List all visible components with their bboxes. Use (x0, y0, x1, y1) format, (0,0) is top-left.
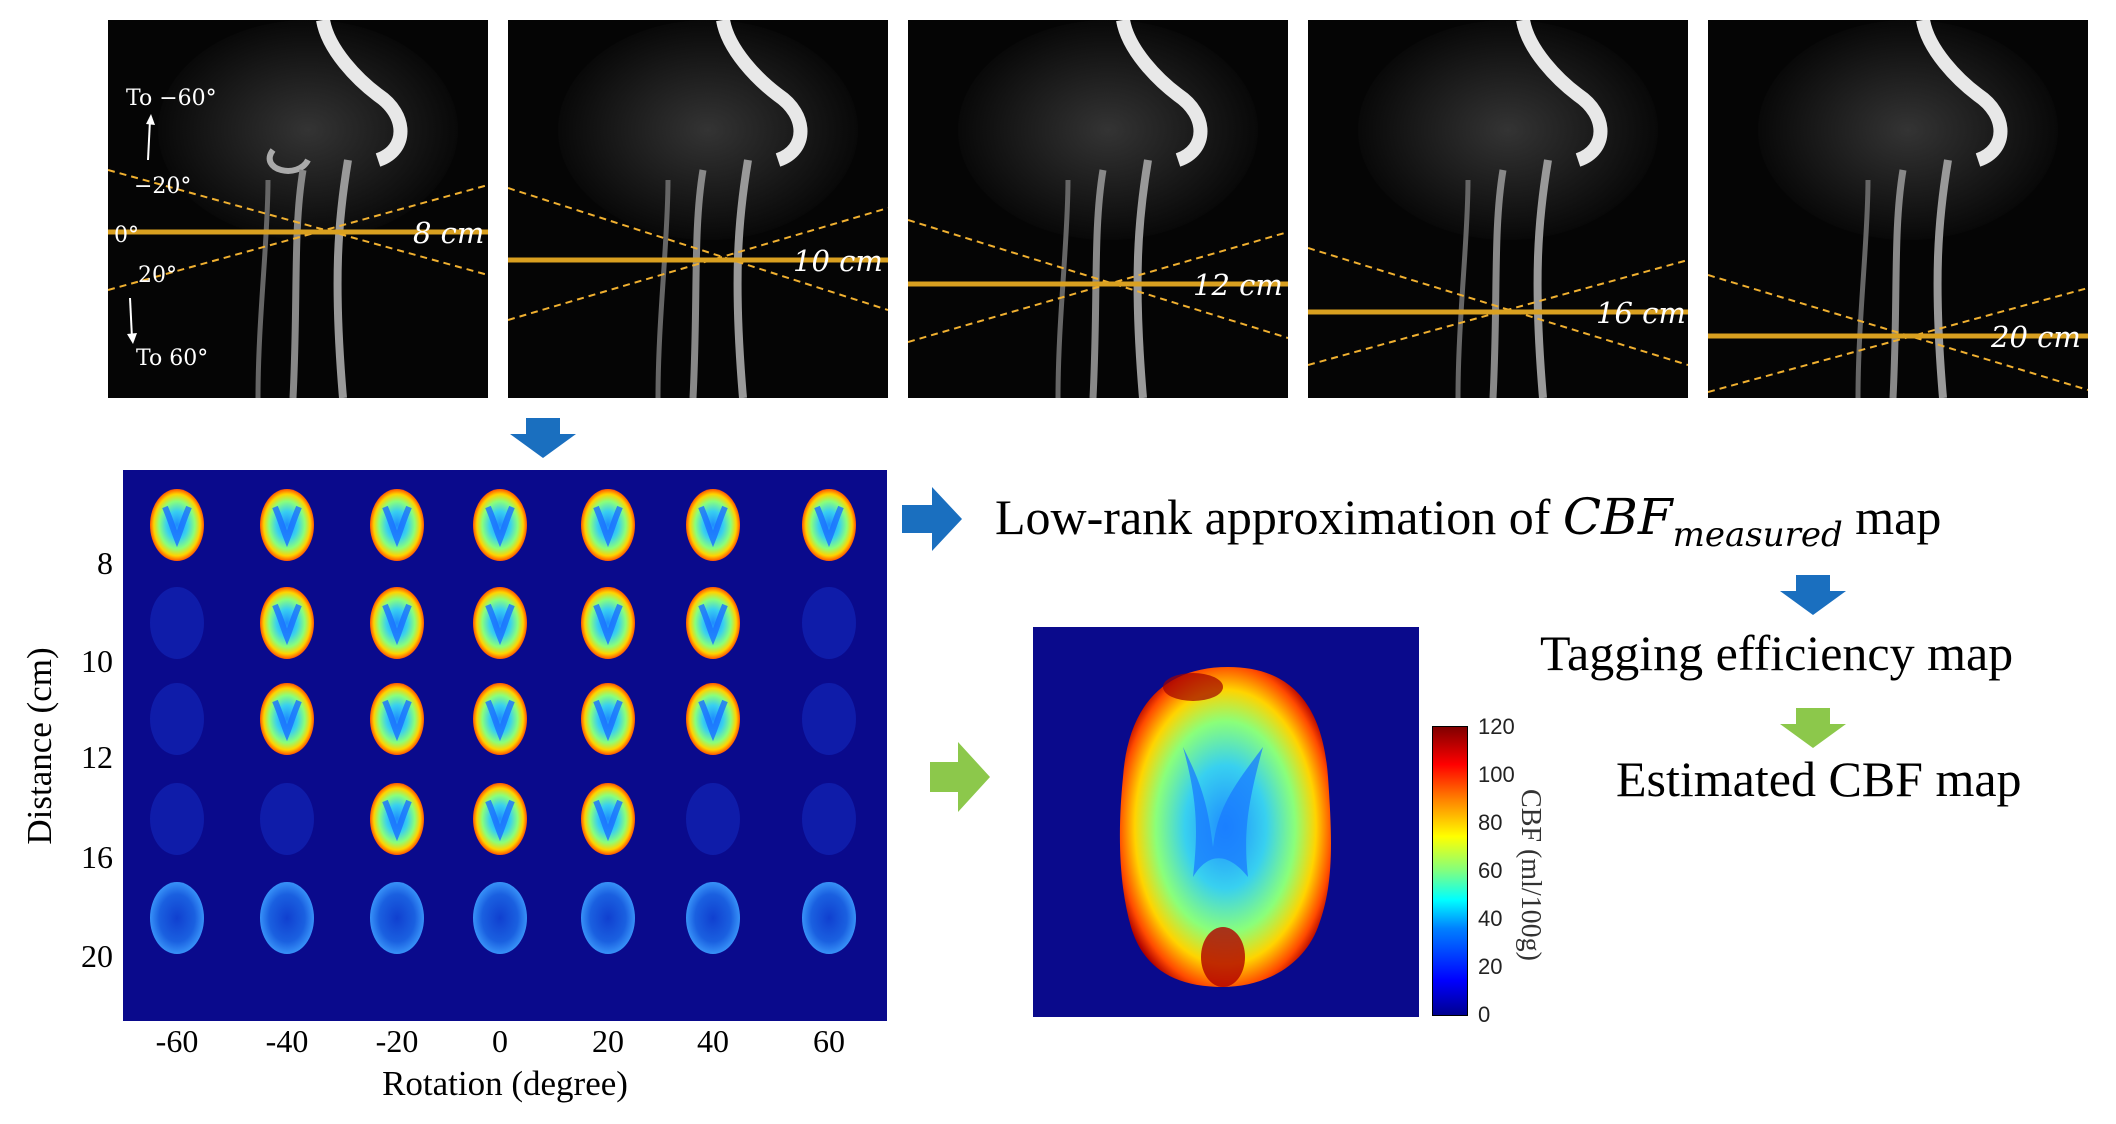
distance-label: 16 cm (1596, 296, 1686, 330)
brain-slice-d8-r20 (581, 489, 635, 561)
distance-label: 10 cm (793, 244, 883, 278)
colorbar-tick: 120 (1478, 714, 1515, 739)
x-tick-label: -20 (375, 1023, 419, 1059)
brain-slice-d20-r60 (802, 882, 856, 954)
brain-slice-d8-r-20 (370, 489, 424, 561)
x-tick-label: -40 (265, 1023, 309, 1059)
brain-slice-d8-r-40 (260, 489, 314, 561)
brain-slice-d16-r60 (802, 783, 856, 855)
brain-slice-d8-r0 (473, 489, 527, 561)
brain-slice-d12-r40 (686, 683, 740, 755)
cbf-colorbar (1432, 726, 1468, 1016)
angle-label-zero: 0° (114, 223, 139, 248)
mra-panel-5: 20 cm (1708, 20, 2088, 398)
brain-slice-d10-r-20 (370, 587, 424, 659)
brain-slice-d8-r-60 (150, 489, 204, 561)
brain-slice-d12-r20 (581, 683, 635, 755)
y-tick-label: 12 (81, 739, 113, 775)
brain-slice-d20-r-60 (150, 882, 204, 954)
mra-panel-3: 12 cm (908, 20, 1288, 398)
mra-panel-4: 16 cm (1308, 20, 1688, 398)
y-tick-label: 20 (81, 938, 113, 974)
x-axis-title: Rotation (degree) (382, 1064, 628, 1103)
brain-slice-d12-r-40 (260, 683, 314, 755)
angle-label-to-plus60: To 60° (136, 346, 209, 371)
brain-slice-d20-r-20 (370, 882, 424, 954)
x-tick-label: -60 (155, 1023, 199, 1059)
flow-step-tagging: Tagging efficiency map (1540, 625, 2014, 681)
brain-slice-d10-r0 (473, 587, 527, 659)
flow-step-low-rank-suffix: map (1842, 489, 1942, 545)
brain-slice-d12-r-60 (150, 683, 204, 755)
brain-slice-d8-r40 (686, 489, 740, 561)
brain-slice-d12-r60 (802, 683, 856, 755)
brain-slice-d10-r40 (686, 587, 740, 659)
colorbar-tick: 0 (1478, 1002, 1491, 1027)
colorbar-tick: 40 (1478, 906, 1503, 931)
brain-slice-d10-r-40 (260, 587, 314, 659)
x-tick-label: 0 (492, 1023, 508, 1059)
x-tick-label: 20 (592, 1023, 624, 1059)
colorbar-tick: 100 (1478, 762, 1515, 787)
flow-step-low-rank-prefix: Low-rank approximation of (995, 489, 1563, 545)
flow-step-low-rank: Low-rank approximation of CBFmeasured ma… (995, 488, 1941, 555)
angle-label-to-minus60: To −60° (126, 86, 217, 111)
brain-slice-d10-r20 (581, 587, 635, 659)
blue-down-arrow-1 (510, 418, 576, 458)
colorbar-title: CBF (ml/100g) (1515, 789, 1546, 961)
brain-slice-d20-r20 (581, 882, 635, 954)
brain-slice-d16-r-40 (260, 783, 314, 855)
brain-slice-d8-r60 (802, 489, 856, 561)
distance-label: 8 cm (413, 216, 485, 250)
distance-label: 20 cm (1991, 320, 2081, 354)
y-tick-label: 8 (97, 545, 113, 581)
brain-slice-d12-r-20 (370, 683, 424, 755)
cbf-grid-panel (123, 470, 887, 1021)
brain-slice-d16-r40 (686, 783, 740, 855)
brain-slice-d20-r40 (686, 882, 740, 954)
brain-slice-d20-r-40 (260, 882, 314, 954)
blue-right-arrow (902, 487, 962, 551)
colorbar-tick: 60 (1478, 858, 1503, 883)
y-tick-label: 16 (81, 839, 113, 875)
estimated-cbf-map (1033, 627, 1419, 1017)
mra-panel-1: To −60° −20° 0° 20° To 60° 8 cm (108, 20, 488, 398)
distance-label: 12 cm (1193, 268, 1283, 302)
brain-slice-d16-r20 (581, 783, 635, 855)
flow-step-cbf-sub: measured (1672, 515, 1843, 555)
x-tick-label: 60 (813, 1023, 845, 1059)
angle-label-minus20: −20° (134, 174, 192, 199)
colorbar-tick: 80 (1478, 810, 1503, 835)
brain-slice-d20-r0 (473, 882, 527, 954)
blue-down-arrow-2 (1780, 575, 1846, 615)
green-right-arrow (930, 742, 990, 812)
flow-step-cbf-var: CBF (1562, 488, 1673, 546)
brain-slice-d16-r-20 (370, 783, 424, 855)
mra-panel-2: 10 cm (508, 20, 888, 398)
angle-label-plus20: 20° (138, 263, 177, 288)
x-tick-label: 40 (697, 1023, 729, 1059)
brain-slice-d16-r-60 (150, 783, 204, 855)
green-down-arrow (1780, 708, 1846, 748)
brain-slice-d12-r0 (473, 683, 527, 755)
brain-slice-d10-r-60 (150, 587, 204, 659)
cbf-grid (150, 489, 856, 954)
flow-step-estimated: Estimated CBF map (1616, 751, 2022, 807)
y-tick-label: 10 (81, 643, 113, 679)
brain-slice-d10-r60 (802, 587, 856, 659)
y-axis-title: Distance (cm) (20, 647, 59, 845)
colorbar-tick: 20 (1478, 954, 1503, 979)
brain-slice-d16-r0 (473, 783, 527, 855)
